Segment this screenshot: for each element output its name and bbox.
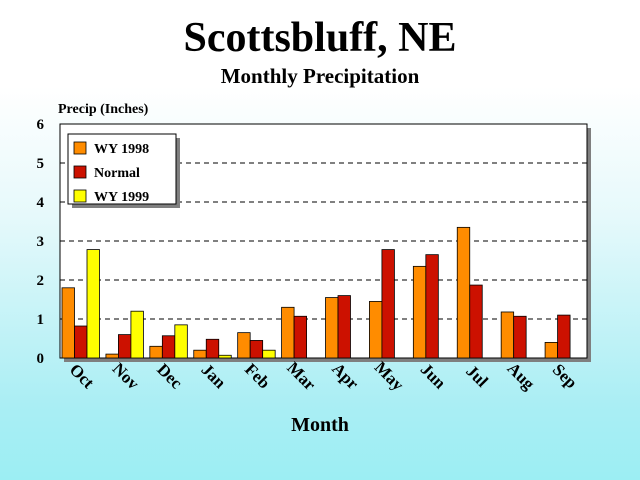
y-tick-label: 4: [37, 195, 45, 211]
bar: [86, 249, 100, 359]
bar: [456, 226, 471, 359]
bar: [74, 325, 88, 359]
bar: [105, 353, 119, 359]
bar: [544, 341, 558, 359]
bar: [425, 254, 439, 359]
x-tick-label: Dec: [153, 360, 186, 393]
x-tick-label: Mar: [283, 358, 319, 394]
y-tick-label: 5: [37, 156, 45, 172]
x-axis-label: Month: [291, 414, 349, 436]
bar: [381, 249, 395, 359]
legend-label: WY 1999: [94, 190, 149, 205]
x-tick-label: Nov: [109, 359, 143, 393]
x-tick-label: Oct: [66, 360, 98, 392]
y-tick-label: 2: [37, 273, 45, 289]
bar: [325, 297, 339, 359]
bar: [469, 284, 483, 359]
bar: [161, 335, 176, 359]
bar: [249, 340, 264, 359]
x-tick-label: Jul: [462, 361, 492, 391]
y-tick-label: 1: [37, 312, 45, 328]
bar: [557, 314, 571, 359]
bar: [237, 332, 251, 359]
bar: [130, 310, 144, 359]
bar: [174, 324, 188, 359]
bar: [118, 334, 132, 359]
legend-swatch: [73, 165, 87, 179]
legend-label: Normal: [94, 166, 140, 181]
bar: [500, 311, 515, 359]
bar: [293, 315, 307, 359]
bar: [193, 349, 207, 359]
x-tick-label: Sep: [549, 360, 581, 392]
legend-swatch: [73, 189, 87, 203]
y-tick-label: 3: [37, 234, 45, 250]
x-tick-label: Jan: [198, 360, 231, 393]
x-tick-label: Aug: [504, 359, 539, 394]
bar: [369, 301, 383, 359]
y-tick-label: 6: [37, 117, 45, 133]
bar: [205, 338, 220, 359]
x-tick-label: Feb: [241, 360, 274, 393]
y-axis-label: Precip (Inches): [58, 102, 149, 117]
bar: [281, 306, 295, 359]
bar: [61, 287, 75, 359]
x-tick-label: Apr: [328, 359, 362, 393]
chart-title: Scottsbluff, NE: [183, 15, 457, 61]
legend-label: WY 1998: [94, 142, 149, 157]
x-tick-label: May: [371, 358, 408, 395]
bar: [218, 354, 232, 359]
y-tick-label: 0: [37, 351, 45, 367]
bar: [149, 345, 163, 359]
chart-subtitle: Monthly Precipitation: [220, 64, 420, 88]
legend-swatch: [73, 141, 87, 155]
bar: [412, 265, 427, 359]
bar: [337, 295, 351, 359]
bar: [513, 315, 527, 359]
bar: [262, 349, 276, 359]
x-tick-label: Jun: [417, 360, 450, 393]
